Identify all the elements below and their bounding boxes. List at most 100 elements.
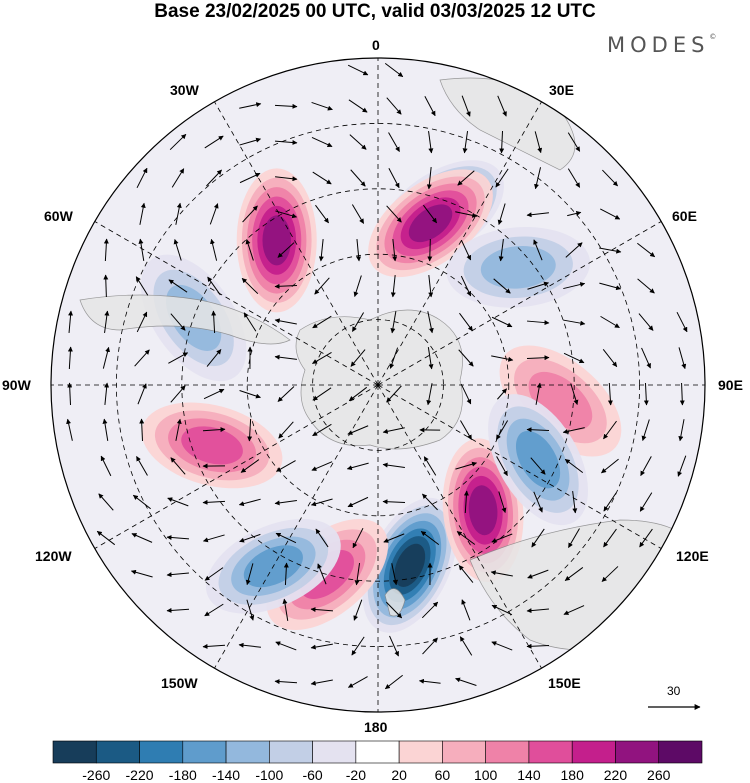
wind-vector <box>167 497 189 507</box>
wind-vector <box>563 352 585 364</box>
wind-vector <box>527 569 549 579</box>
wind-vector <box>351 312 365 332</box>
wind-vector <box>565 242 583 258</box>
wind-vector <box>526 608 550 614</box>
new-zealand <box>384 588 406 617</box>
wind-vector <box>175 418 182 441</box>
wind-vector <box>349 134 367 150</box>
anomaly-pos-south-america <box>236 168 317 313</box>
wind-vector <box>491 604 513 616</box>
wind-vector <box>351 636 365 656</box>
wind-vector <box>603 528 617 548</box>
wind-vector <box>68 310 74 334</box>
wind-vector <box>171 168 185 188</box>
wind-vector <box>311 137 333 147</box>
wind-vector <box>67 382 73 406</box>
wind-vector <box>640 456 652 477</box>
brand-text: MODES <box>607 33 710 57</box>
wind-vector <box>207 276 221 296</box>
label-lon-120w: 120W <box>35 548 72 564</box>
wind-vector <box>639 492 653 512</box>
wind-vector <box>175 202 182 225</box>
wind-vector <box>239 137 262 146</box>
colorbar-tick-label: 20 <box>391 767 407 783</box>
wind-vector <box>315 528 329 548</box>
wind-vector <box>563 605 585 615</box>
wind-vector <box>318 239 324 262</box>
label-lon-150e: 150E <box>548 675 581 691</box>
wind-vector <box>239 533 261 543</box>
wind-vector <box>497 95 507 117</box>
wind-vector <box>312 423 332 437</box>
colorbar-swatch <box>269 740 313 764</box>
wind-vector <box>423 456 437 476</box>
wind-vector <box>240 459 260 473</box>
wind-vector <box>499 130 505 154</box>
wind-vector <box>206 169 222 187</box>
wind-vector <box>346 462 369 471</box>
wind-vector <box>527 281 549 290</box>
colorbar-swatch <box>528 740 573 764</box>
wind-vector <box>384 62 404 78</box>
wind-vector <box>204 135 224 149</box>
wind-vector <box>350 349 366 367</box>
wind-vector <box>392 239 398 262</box>
label-lon-180: 180 <box>364 719 388 735</box>
wind-vector <box>352 527 364 549</box>
wind-vector <box>391 563 398 586</box>
wind-vector <box>274 679 298 685</box>
wind-vector <box>277 242 295 258</box>
wind-vector <box>601 566 619 582</box>
wind-vector <box>459 312 473 332</box>
wind-vector <box>564 458 584 474</box>
wind-vector <box>278 421 294 439</box>
wind-vector <box>103 274 109 298</box>
colorbar-tick-label: -220 <box>125 767 154 783</box>
label-lon-60w: 60W <box>44 208 73 224</box>
wind-vector <box>533 239 543 261</box>
wind-vector <box>130 569 153 578</box>
wind-vector <box>390 275 396 298</box>
wind-vector <box>463 490 469 514</box>
reference-vector-label: 30 <box>667 684 681 698</box>
modes-logo: MODES© <box>607 33 716 57</box>
label-lon-90e: 90E <box>718 377 743 393</box>
wind-vector <box>166 572 189 578</box>
wind-vector <box>168 352 189 364</box>
wind-vector <box>427 347 434 370</box>
wind-vector <box>678 347 687 370</box>
map-disc <box>51 58 705 712</box>
wind-vector <box>347 676 368 688</box>
wind-vector <box>461 95 471 117</box>
wind-vector <box>211 310 217 334</box>
wind-vector <box>353 599 363 621</box>
wind-vector <box>421 601 439 619</box>
colorbar-tick-label: -140 <box>212 767 241 783</box>
meridian-line <box>94 221 379 386</box>
wind-vector <box>347 64 369 76</box>
wind-vector <box>567 210 582 217</box>
wind-vector <box>274 500 297 506</box>
wind-vector <box>534 131 543 154</box>
wind-vector <box>498 239 504 262</box>
wind-vectors <box>66 62 688 690</box>
colorbar-tick-label: 140 <box>517 767 541 783</box>
wind-vector <box>641 419 650 441</box>
wind-vector <box>643 382 649 406</box>
wind-vector <box>637 278 655 294</box>
wind-vector <box>422 204 438 224</box>
wind-vector <box>490 570 513 577</box>
wind-vector <box>166 535 190 540</box>
antarctica <box>295 309 463 450</box>
wind-vector <box>274 318 297 325</box>
wind-vector <box>497 388 507 400</box>
wind-vector <box>493 278 511 294</box>
wind-vector <box>310 498 333 507</box>
wind-vector <box>138 238 145 261</box>
wind-vector <box>100 455 112 477</box>
wind-vector <box>458 565 474 583</box>
wind-vector <box>312 387 332 401</box>
wind-vector <box>526 643 550 649</box>
colorbar-swatch <box>658 740 703 764</box>
